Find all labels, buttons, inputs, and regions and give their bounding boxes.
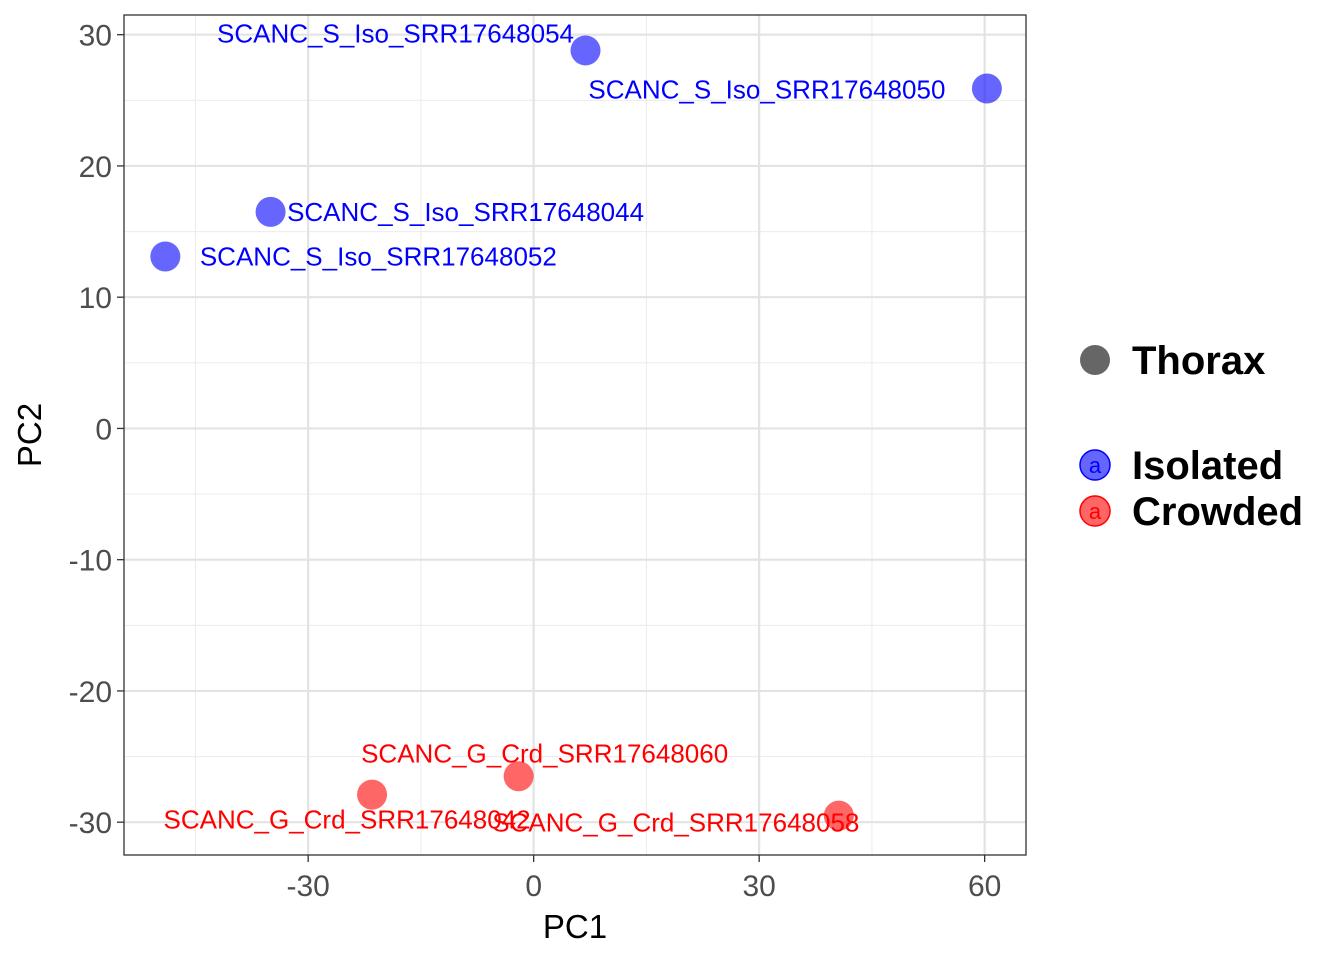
y-tick-label: 10 xyxy=(79,282,112,315)
point-labels: SCANC_S_Iso_SRR17648054 SCANC_S_Iso_SRR17… xyxy=(164,18,946,837)
data-point-isolated xyxy=(255,196,286,227)
legend-label-isolated: Isolated xyxy=(1132,444,1283,488)
point-label-crowded: SCANC_G_Crd_SRR17648060 xyxy=(361,738,728,768)
legend-key-isolated-glyph: a xyxy=(1089,453,1102,478)
point-label-isolated: SCANC_S_Iso_SRR17648044 xyxy=(287,197,644,227)
x-tick-label: -30 xyxy=(286,870,329,903)
legend-key-isolated xyxy=(1079,449,1111,481)
y-tick-label: -10 xyxy=(69,545,112,578)
data-point-isolated xyxy=(570,35,601,66)
x-tick-label: 0 xyxy=(525,870,542,903)
x-axis-ticks: -30 0 30 60 xyxy=(286,855,1001,903)
y-tick-label: 20 xyxy=(79,151,112,184)
major-gridlines xyxy=(124,15,1026,855)
point-label-isolated: SCANC_S_Iso_SRR17648054 xyxy=(217,18,574,48)
point-label-isolated: SCANC_S_Iso_SRR17648052 xyxy=(200,242,557,272)
y-tick-label: -30 xyxy=(69,807,112,840)
y-tick-label: 0 xyxy=(95,413,112,446)
x-tick-label: 60 xyxy=(968,870,1001,903)
data-point-isolated xyxy=(150,241,181,272)
legend-key-crowded-glyph: a xyxy=(1089,499,1102,524)
legend-key-crowded xyxy=(1079,495,1111,527)
data-point-crowded xyxy=(357,779,388,810)
legend-label-crowded: Crowded xyxy=(1132,490,1303,534)
y-tick-label: -20 xyxy=(69,676,112,709)
y-axis-ticks: -30 -20 -10 0 10 20 30 xyxy=(69,20,124,840)
data-point-crowded xyxy=(823,800,854,831)
legend-shape-key xyxy=(1080,345,1110,375)
point-label-crowded: SCANC_G_Crd_SRR17648058 xyxy=(492,808,859,838)
legend: Thorax a Isolated a Crowded xyxy=(1079,339,1303,534)
data-points xyxy=(150,35,1002,831)
minor-gridlines xyxy=(124,15,1026,855)
x-axis-title: PC1 xyxy=(543,908,607,945)
y-axis-title: PC2 xyxy=(11,403,48,467)
point-label-crowded: SCANC_G_Crd_SRR17648042 xyxy=(164,805,531,835)
legend-shape-title: Thorax xyxy=(1132,339,1265,383)
data-point-isolated xyxy=(971,73,1002,104)
x-tick-label: 30 xyxy=(742,870,775,903)
point-label-isolated: SCANC_S_Iso_SRR17648050 xyxy=(588,75,945,105)
y-tick-label: 30 xyxy=(79,20,112,53)
plot-panel-border xyxy=(123,14,1027,856)
data-point-crowded xyxy=(503,761,534,792)
